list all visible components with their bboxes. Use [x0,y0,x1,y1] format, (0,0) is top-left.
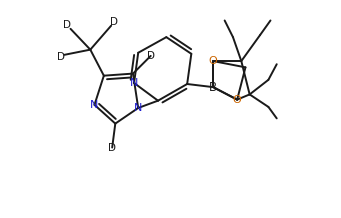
Text: O: O [233,95,241,105]
Text: B: B [209,81,217,94]
Text: O: O [209,56,218,66]
Text: D: D [63,20,71,30]
Text: N: N [134,103,143,113]
Text: D: D [110,17,118,27]
Text: D: D [147,51,155,61]
Text: D: D [57,52,65,62]
Text: D: D [108,143,116,153]
Text: N: N [130,78,138,88]
Text: N: N [90,100,99,110]
